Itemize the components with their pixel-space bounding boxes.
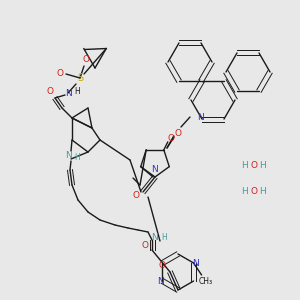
Text: O: O xyxy=(158,262,166,271)
Text: O: O xyxy=(250,160,257,169)
Text: H: H xyxy=(259,188,266,196)
Text: O: O xyxy=(46,88,53,97)
Text: N: N xyxy=(192,259,199,268)
Text: H: H xyxy=(161,233,167,242)
Text: H: H xyxy=(242,188,248,196)
Text: H: H xyxy=(259,160,266,169)
Text: N: N xyxy=(196,113,203,122)
Text: N: N xyxy=(157,277,164,286)
Text: H: H xyxy=(74,86,80,95)
Text: CH₃: CH₃ xyxy=(199,277,213,286)
Text: H: H xyxy=(242,160,248,169)
Text: N: N xyxy=(151,233,158,242)
Text: H: H xyxy=(74,152,80,161)
Text: N: N xyxy=(152,164,158,173)
Text: O: O xyxy=(82,56,89,64)
Text: O: O xyxy=(56,68,64,77)
Text: O: O xyxy=(250,188,257,196)
Text: S: S xyxy=(77,73,83,83)
Text: N: N xyxy=(64,151,71,160)
Text: O: O xyxy=(133,191,140,200)
Text: O: O xyxy=(167,134,174,143)
Text: O: O xyxy=(175,128,182,137)
Text: N: N xyxy=(64,88,71,98)
Text: O: O xyxy=(142,242,148,250)
